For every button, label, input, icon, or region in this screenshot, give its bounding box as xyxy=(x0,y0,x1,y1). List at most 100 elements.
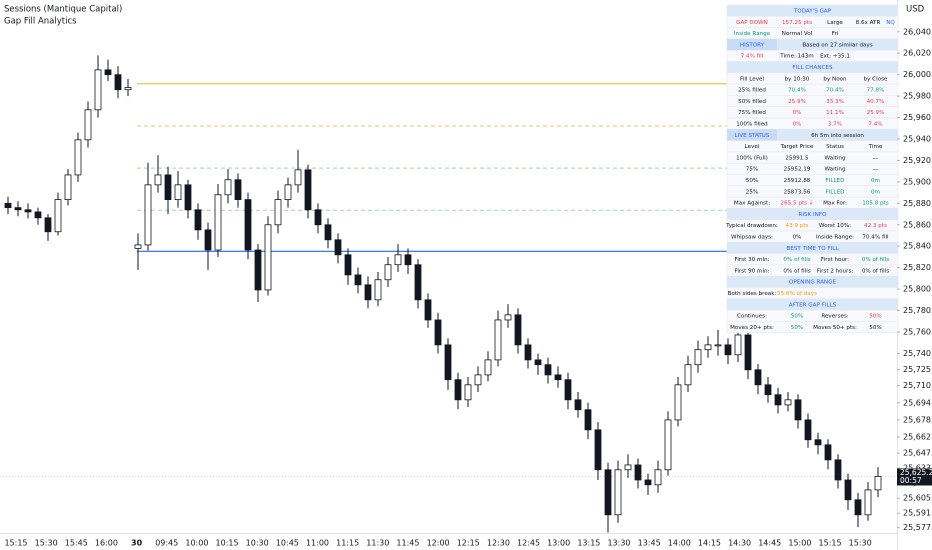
table-cell: Whipsaw days: xyxy=(731,234,773,240)
table-cell: Level xyxy=(745,144,760,150)
last-price-tag xyxy=(897,468,932,486)
candle-body xyxy=(824,444,832,461)
y-tick-label: 25,678.00 xyxy=(903,415,932,424)
candle-body xyxy=(464,384,472,401)
table-header-cell xyxy=(727,38,777,51)
table-cell: Both sides break: xyxy=(728,291,777,297)
table-header-cell xyxy=(727,129,777,141)
table-cell: 7.4% fill xyxy=(741,54,764,60)
candle-body xyxy=(684,364,692,386)
candle-body xyxy=(814,439,822,446)
table-cell: First 2 hours: xyxy=(817,268,854,274)
y-tick-label: 25,780.00 xyxy=(903,306,932,315)
candle-body xyxy=(404,254,412,266)
table-cell: 70.4% xyxy=(788,88,806,94)
candle-body xyxy=(474,374,482,386)
table-cell: 0% xyxy=(793,121,802,127)
table-cell: by 10:30 xyxy=(785,76,810,82)
table-cell: 100% filled xyxy=(736,121,768,127)
table-cell: Continues: xyxy=(737,314,767,320)
candle-body xyxy=(94,69,102,111)
candle-body xyxy=(774,394,782,406)
candle-body xyxy=(644,479,652,486)
table-cell: 0% of fills xyxy=(783,268,810,274)
x-tick-label: 15:15 xyxy=(4,539,27,548)
candle-body xyxy=(744,334,752,371)
x-tick-label: 16:00 xyxy=(95,539,118,548)
candle-body xyxy=(334,239,342,256)
candle-body xyxy=(314,209,322,226)
x-tick-label: 11:15 xyxy=(336,539,359,548)
x-tick-label: 30 xyxy=(131,539,143,548)
candle-body xyxy=(74,139,82,176)
table-cell: 25.9% xyxy=(788,99,806,105)
currency: USD xyxy=(906,5,925,15)
x-tick-label: 12:15 xyxy=(457,539,480,548)
x-tick-label: 10:15 xyxy=(216,539,239,548)
table-cell: Max For: xyxy=(823,201,847,207)
candle-body xyxy=(554,374,562,381)
candle-body xyxy=(34,211,42,219)
candle-body xyxy=(394,254,402,266)
table-cell: 0% xyxy=(793,234,802,240)
y-tick-label: 25,800.00 xyxy=(903,285,932,294)
x-tick-label: 15:00 xyxy=(788,539,811,548)
candle-body xyxy=(754,369,762,386)
table-cell: Large xyxy=(827,20,843,26)
candle-body xyxy=(124,87,132,91)
candle-body xyxy=(154,174,162,186)
y-tick-label: 26,040.00 xyxy=(903,27,932,36)
table-cell: 0m xyxy=(871,189,880,195)
candle-body xyxy=(364,284,372,301)
candle-body xyxy=(304,169,312,211)
table-cell: Time: 143m xyxy=(779,54,813,60)
y-tick-label: 25,900.00 xyxy=(903,177,932,186)
table-cell: 25991.5 xyxy=(785,155,809,161)
table-cell: 0m xyxy=(871,178,880,184)
x-tick-label: 13:15 xyxy=(577,539,600,548)
table-cell: HISTORY xyxy=(740,42,765,48)
table-cell: Inside Range: xyxy=(816,234,854,240)
x-tick-label: 14:30 xyxy=(728,539,751,548)
y-tick-label: 25,960.00 xyxy=(903,113,932,122)
table-cell: OPENING RANGE xyxy=(789,280,836,286)
y-tick-label: 25,860.00 xyxy=(903,220,932,229)
candle-body xyxy=(484,359,492,376)
x-tick-label: 15:15 xyxy=(819,539,842,548)
y-tick-label: 25,920.00 xyxy=(903,156,932,165)
table-cell: Normal Vol xyxy=(782,31,813,37)
table-cell: 25% xyxy=(746,189,758,195)
y-tick-label: 25,577.50 xyxy=(903,523,932,532)
table-cell: Waiting xyxy=(825,167,846,173)
table-cell: Fill Level xyxy=(740,76,764,82)
candle-body xyxy=(194,209,202,231)
table-cell: 50% xyxy=(746,178,758,184)
table-cell: 25952.19 xyxy=(784,167,811,173)
candle-body xyxy=(714,344,722,347)
candle-body xyxy=(564,379,572,401)
table-cell: BEST TIME TO FILL xyxy=(786,246,839,252)
table-cell: Reverses: xyxy=(821,314,848,320)
candle-body xyxy=(664,419,672,471)
candle-body xyxy=(384,264,392,281)
x-tick-label: 14:15 xyxy=(698,539,721,548)
table-cell: 75% filled xyxy=(738,110,766,116)
table-cell: 265.5 pts ↓ xyxy=(781,200,814,207)
table-cell: Worst 10%: xyxy=(819,223,851,229)
candle-body xyxy=(224,179,232,196)
x-tick-label: 11:00 xyxy=(306,539,329,548)
y-tick-label: 25,740.00 xyxy=(903,349,932,358)
table-cell: GAP DOWN xyxy=(736,20,768,26)
candle-body xyxy=(374,279,382,301)
table-cell: 50% xyxy=(869,314,881,320)
candle-body xyxy=(514,314,522,346)
table-cell: 6h 5m into session xyxy=(811,133,864,139)
y-tick-label: 25,760.00 xyxy=(903,328,932,337)
x-tick-label: 15:30 xyxy=(35,539,58,548)
y-tick-label: 26,000.00 xyxy=(903,70,932,79)
candle-body xyxy=(494,319,502,361)
x-tick-label: 10:30 xyxy=(246,539,269,548)
table-cell: by Close xyxy=(864,76,888,82)
candle-body xyxy=(624,464,632,471)
candle-body xyxy=(414,264,422,301)
